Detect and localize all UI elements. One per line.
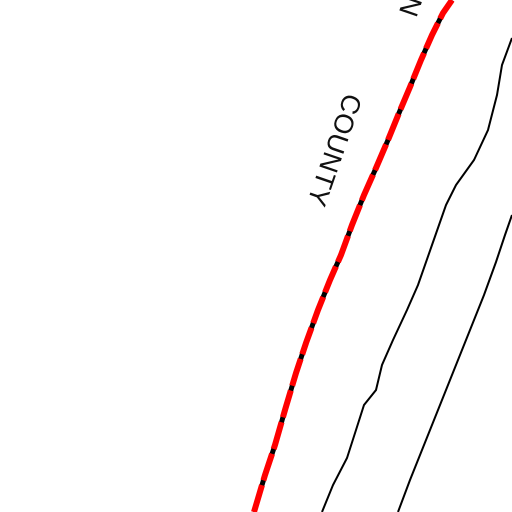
contour-line-left xyxy=(321,37,512,512)
county-boundary-red xyxy=(251,0,455,512)
contour-line-right xyxy=(397,214,512,512)
